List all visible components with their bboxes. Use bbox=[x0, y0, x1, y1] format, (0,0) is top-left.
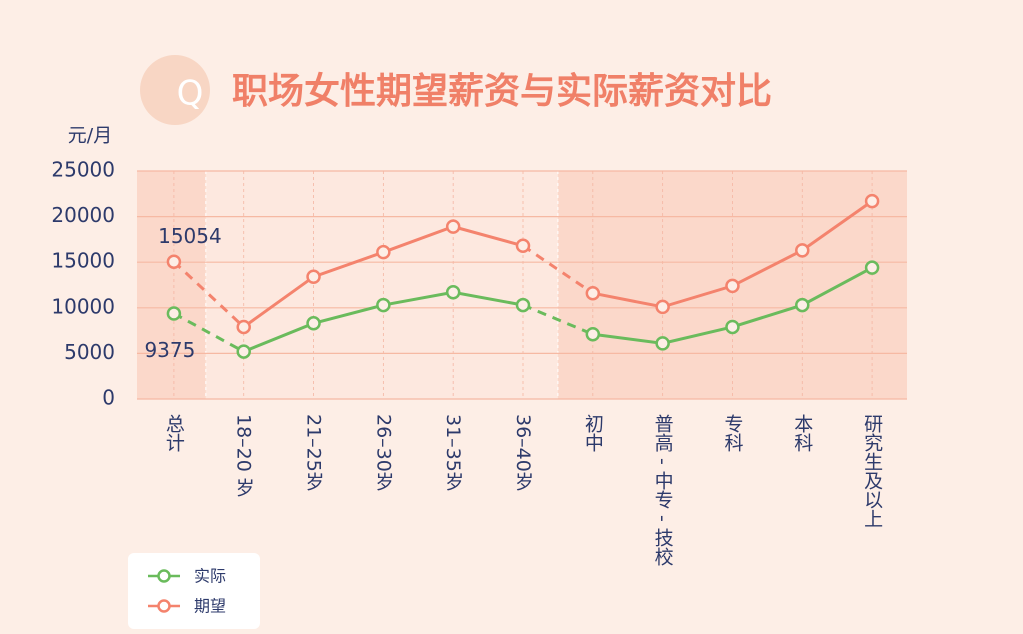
point bbox=[166, 254, 182, 269]
x-tick-label: 普高 - 中专 - 技校 bbox=[652, 414, 674, 566]
point bbox=[585, 285, 601, 301]
legend-box bbox=[128, 553, 260, 629]
legend-marker bbox=[157, 599, 171, 613]
point bbox=[795, 297, 810, 313]
x-tick-label: 36–40岁 bbox=[512, 414, 534, 491]
y-tick-label: 20000 bbox=[51, 203, 115, 227]
band-bg bbox=[205, 171, 558, 399]
point bbox=[236, 344, 251, 359]
point bbox=[655, 299, 670, 315]
title-icon-circle bbox=[140, 55, 210, 125]
point bbox=[306, 269, 321, 285]
y-tick-label: 10000 bbox=[51, 294, 115, 318]
point bbox=[585, 326, 601, 342]
x-tick-label: 初中 bbox=[582, 414, 604, 452]
point bbox=[515, 238, 531, 254]
x-tick-label: 本科 bbox=[791, 414, 813, 452]
x-tick-label: 18–20 岁 bbox=[233, 414, 255, 497]
point bbox=[725, 278, 740, 294]
point bbox=[306, 316, 321, 331]
legend-label: 实际 bbox=[194, 567, 226, 586]
legend-marker bbox=[157, 569, 171, 583]
point bbox=[655, 336, 670, 351]
point bbox=[515, 297, 531, 313]
x-tick-label: 专科 bbox=[721, 414, 743, 452]
point bbox=[236, 319, 251, 335]
y-tick-label: 5000 bbox=[64, 340, 115, 364]
chart-title: 职场女性期望薪资与实际薪资对比 bbox=[232, 71, 772, 112]
title-icon: Q bbox=[177, 74, 204, 114]
x-tick-label: 总计 bbox=[163, 414, 185, 452]
x-tick-label: 研究生及以上 bbox=[861, 414, 883, 528]
point bbox=[864, 260, 880, 275]
x-tick-label: 26–30岁 bbox=[372, 414, 394, 491]
x-tick-label: 21–25岁 bbox=[303, 414, 325, 491]
line-connector bbox=[522, 244, 594, 295]
point bbox=[445, 219, 461, 234]
legend-label: 期望 bbox=[194, 597, 226, 616]
point bbox=[725, 319, 740, 335]
y-axis-label: 元/月 bbox=[68, 125, 112, 147]
y-tick-label: 0 bbox=[102, 386, 115, 410]
y-tick-label: 15000 bbox=[51, 249, 115, 273]
data-label: 9375 bbox=[144, 338, 195, 362]
point bbox=[795, 243, 810, 258]
y-tick-label: 25000 bbox=[51, 158, 115, 182]
point bbox=[445, 285, 461, 300]
point bbox=[376, 244, 391, 260]
point bbox=[376, 297, 391, 313]
point bbox=[864, 193, 880, 209]
x-tick-label: 31–35岁 bbox=[442, 414, 464, 491]
line-connector bbox=[173, 312, 245, 353]
band-bg bbox=[137, 171, 206, 399]
point bbox=[166, 306, 182, 321]
line-connector bbox=[522, 303, 594, 336]
data-label: 15054 bbox=[158, 224, 222, 248]
